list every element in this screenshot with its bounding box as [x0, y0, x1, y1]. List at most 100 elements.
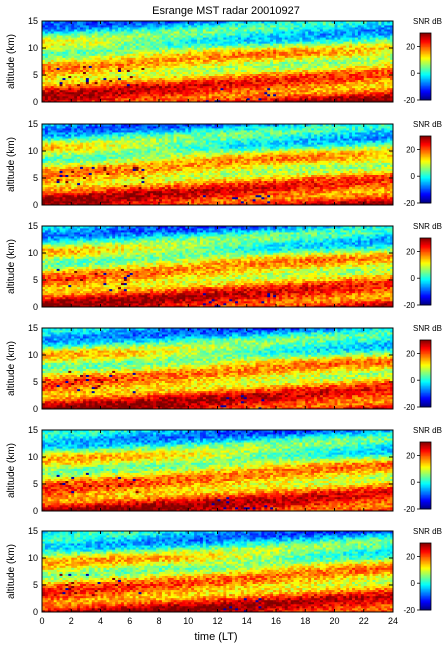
heatmap-cell [109, 49, 113, 52]
heatmap-cell [141, 43, 145, 46]
heatmap-cell [164, 69, 169, 72]
heatmap-cell [88, 202, 93, 206]
heatmap-cell [103, 53, 107, 56]
heatmap-cell [199, 95, 204, 99]
heatmap-cell [141, 71, 145, 75]
heatmap-cell [47, 69, 52, 72]
heatmap-cell [47, 21, 52, 24]
heatmap-cell [138, 53, 142, 56]
heatmap-cell [103, 31, 107, 34]
heatmap-cell [211, 97, 215, 101]
heatmap-cell [50, 81, 55, 85]
heatmap-cell [147, 83, 151, 87]
heatmap-cell [176, 59, 180, 62]
heatmap-cell [74, 41, 78, 44]
heatmap-cell [237, 73, 242, 77]
heatmap-cell [179, 35, 183, 38]
heatmap-cell [161, 47, 166, 50]
heatmap-cell [167, 35, 172, 38]
heatmap-cell [135, 83, 139, 87]
heatmap-cell [331, 41, 335, 44]
heatmap-cell [267, 61, 271, 64]
heatmap-cell [62, 39, 66, 42]
heatmap-cell [179, 67, 183, 70]
heatmap-cell [316, 45, 321, 48]
heatmap-cell [185, 89, 189, 93]
heatmap-cell [243, 57, 248, 60]
heatmap-cell [381, 85, 385, 89]
heatmap-cell [267, 47, 271, 50]
heatmap-cell [273, 25, 277, 28]
heatmap-cell [223, 35, 227, 38]
heatmap-cell [202, 33, 207, 36]
heatmap-cell [384, 51, 388, 54]
heatmap-cell [150, 81, 154, 85]
heatmap-cell [319, 87, 324, 91]
heatmap-cell [352, 69, 356, 72]
heatmap-cell [91, 41, 95, 44]
heatmap-cell [202, 51, 207, 54]
heatmap-cell [331, 37, 335, 40]
heatmap-cell [144, 71, 148, 75]
heatmap-cell [232, 23, 236, 26]
heatmap-cell [258, 63, 262, 66]
heatmap-cell [135, 93, 139, 97]
heatmap-cell [97, 73, 101, 77]
heatmap-cell [106, 73, 110, 77]
heatmap-cell [223, 25, 227, 28]
heatmap-cell [188, 33, 192, 36]
heatmap-cell [354, 79, 359, 83]
heatmap-cell [384, 47, 388, 50]
heatmap-cell [103, 85, 107, 89]
heatmap-cell [369, 85, 373, 89]
heatmap-cell [352, 29, 356, 32]
heatmap-cell [357, 23, 362, 26]
heatmap-cell [42, 49, 46, 52]
heatmap-cell [173, 33, 177, 36]
heatmap-cell [82, 29, 87, 32]
heatmap-cell [170, 21, 174, 24]
heatmap-cell [182, 31, 186, 34]
heatmap-cell [343, 31, 347, 34]
heatmap-cell [185, 27, 189, 30]
heatmap-cell [59, 81, 63, 85]
heatmap-cell [322, 55, 327, 58]
heatmap-cell [120, 73, 125, 77]
heatmap-cell [249, 65, 253, 68]
heatmap-cell [44, 51, 49, 54]
heatmap-cell [232, 51, 236, 54]
heatmap-cell [211, 25, 215, 28]
heatmap-cell [197, 77, 201, 81]
heatmap-cell [120, 51, 125, 54]
heatmap-cell [372, 99, 376, 103]
heatmap-cell [243, 73, 248, 77]
heatmap-cell [384, 97, 388, 101]
heatmap-cell [220, 65, 224, 68]
heatmap-cell [237, 77, 242, 81]
heatmap-cell [191, 43, 195, 46]
heatmap-cell [287, 99, 291, 103]
heatmap-cell [141, 61, 145, 64]
heatmap-cell [360, 77, 365, 81]
heatmap-cell [325, 51, 329, 54]
heatmap-cell [53, 35, 57, 38]
heatmap-cell [167, 83, 172, 87]
heatmap-cell [147, 57, 151, 60]
heatmap-cell [354, 67, 359, 70]
heatmap-cell [311, 49, 315, 52]
heatmap-cell [123, 95, 128, 99]
heatmap-cell [167, 53, 172, 56]
heatmap-cell [138, 43, 142, 46]
heatmap-cell [267, 33, 271, 36]
heatmap-cell [56, 202, 60, 206]
heatmap-cell [159, 27, 163, 30]
heatmap-cell [91, 99, 95, 103]
heatmap-cell [369, 41, 373, 44]
heatmap-cell [360, 67, 365, 70]
heatmap-cell [243, 71, 248, 75]
heatmap-cell [369, 55, 373, 58]
colorbar-step [420, 77, 431, 80]
heatmap-cell [176, 85, 180, 89]
heatmap-cell [319, 45, 324, 48]
heatmap-cell [281, 37, 286, 40]
